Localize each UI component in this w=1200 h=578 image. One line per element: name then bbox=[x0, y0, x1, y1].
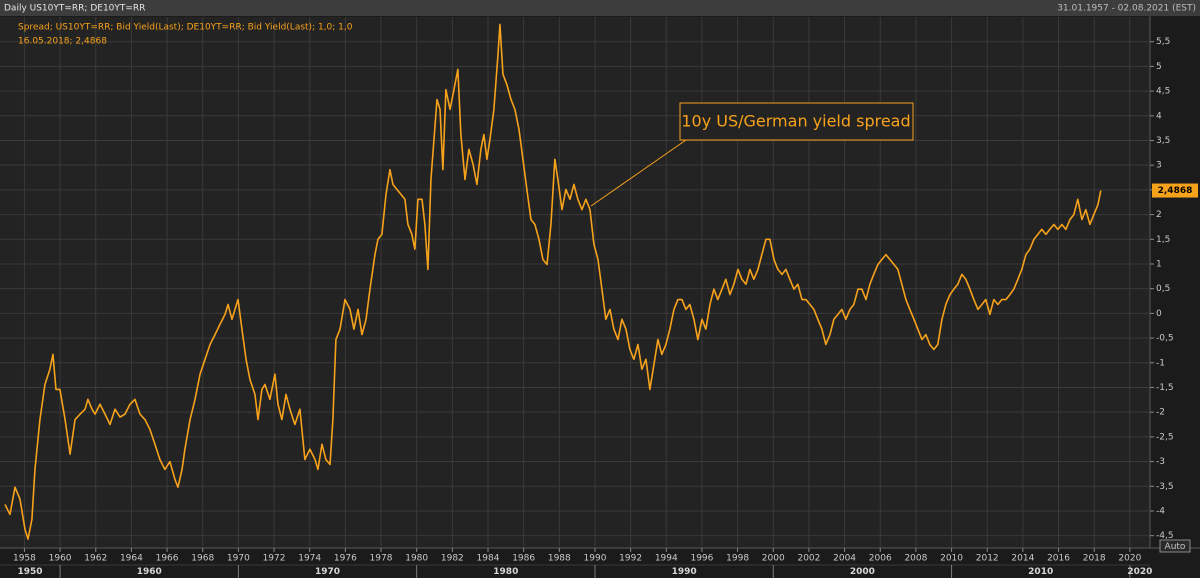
y-tick-label: -0,5 bbox=[1156, 334, 1174, 344]
y-tick-label: -4 bbox=[1156, 506, 1165, 516]
x-tick-label: 2010 bbox=[940, 554, 963, 564]
header-bar bbox=[0, 0, 1200, 16]
x-tick-label: 1998 bbox=[726, 554, 749, 564]
date-range: 31.01.1957 - 02.08.2021 (EST) bbox=[1057, 4, 1196, 14]
annotation-leader bbox=[590, 139, 687, 207]
x-tick-label: 1980 bbox=[405, 554, 428, 564]
decade-label: 2000 bbox=[850, 567, 875, 577]
x-tick-label: 1960 bbox=[49, 554, 72, 564]
series-layer bbox=[4, 23, 1102, 540]
y-tick-label: -4,5 bbox=[1156, 531, 1174, 541]
decade-label: 1970 bbox=[315, 567, 340, 577]
x-tick-label: 2000 bbox=[762, 554, 785, 564]
y-tick-label: 0,5 bbox=[1156, 284, 1170, 294]
x-tick-label: 1996 bbox=[690, 554, 713, 564]
y-tick-label: 0 bbox=[1156, 309, 1162, 319]
x-tick-label: 1988 bbox=[548, 554, 571, 564]
annotation: 10y US/German yield spread bbox=[681, 112, 910, 131]
y-tick-label: 1,5 bbox=[1156, 235, 1170, 245]
x-tick-label: 1986 bbox=[512, 554, 535, 564]
x-tick-label: 1966 bbox=[156, 554, 179, 564]
x-tick-label: 2002 bbox=[797, 554, 820, 564]
y-tick-label: 4,5 bbox=[1156, 87, 1170, 97]
y-tick-label: 5 bbox=[1156, 62, 1162, 72]
x-tick-label: 1984 bbox=[477, 554, 500, 564]
series-line bbox=[4, 23, 1102, 540]
y-tick-label: -2,5 bbox=[1156, 432, 1174, 442]
auto-button[interactable] bbox=[1159, 539, 1191, 553]
x-tick-label: 2016 bbox=[1047, 554, 1070, 564]
annotation-box bbox=[679, 102, 914, 141]
last-value-label: 2,4868 bbox=[1158, 186, 1193, 196]
decade-label: 1980 bbox=[493, 567, 518, 577]
decade-label: 1960 bbox=[137, 567, 162, 577]
x-tick-label: 1992 bbox=[619, 554, 642, 564]
decade-label: 1950 bbox=[18, 567, 43, 577]
decade-label: 2010 bbox=[1028, 567, 1053, 577]
y-tick-label: -3 bbox=[1156, 457, 1165, 467]
x-tick-label: 2012 bbox=[976, 554, 999, 564]
x-tick-label: 1962 bbox=[84, 554, 107, 564]
y-tick-label: 3,5 bbox=[1156, 136, 1170, 146]
y-tick-label: 5,5 bbox=[1156, 37, 1170, 47]
x-tick-label: 1990 bbox=[584, 554, 607, 564]
legend-series: Spread; US10YT=RR; Bid Yield(Last); DE10… bbox=[18, 23, 353, 33]
y-tick-label: -3,5 bbox=[1156, 482, 1174, 492]
x-tick-label: 2008 bbox=[904, 554, 927, 564]
x-tick-label: 1968 bbox=[191, 554, 214, 564]
x-tick-label: 1994 bbox=[655, 554, 678, 564]
x-tick-label: 2006 bbox=[869, 554, 892, 564]
x-tick-label: 2004 bbox=[833, 554, 856, 564]
y-tick-label: 3 bbox=[1156, 161, 1162, 171]
y-tick-label: -2 bbox=[1156, 408, 1165, 418]
x-tick-label: 2014 bbox=[1011, 554, 1034, 564]
x-tick-label: 2020 bbox=[1118, 554, 1141, 564]
x-tick-label: 1978 bbox=[370, 554, 393, 564]
y-tick-label: 1 bbox=[1156, 259, 1162, 269]
grid bbox=[0, 17, 1150, 548]
decade-label: 1990 bbox=[672, 567, 697, 577]
x-tick-label: 1982 bbox=[441, 554, 464, 564]
x-tick-label: 1972 bbox=[263, 554, 286, 564]
x-tick-label: 1976 bbox=[334, 554, 357, 564]
decade-label: 2020 bbox=[1127, 567, 1152, 577]
x-tick-label: 1958 bbox=[13, 554, 36, 564]
x-tick-label: 1970 bbox=[227, 554, 250, 564]
y-tick-label: 2 bbox=[1156, 210, 1162, 220]
x-tick-label: 1964 bbox=[120, 554, 143, 564]
last-value-box bbox=[1152, 183, 1198, 198]
y-tick-label: 4 bbox=[1156, 111, 1162, 121]
x-tick-label: 2018 bbox=[1083, 554, 1106, 564]
x-tick-label: 1974 bbox=[298, 554, 321, 564]
y-tick-label: -1 bbox=[1156, 358, 1165, 368]
y-tick-label: -1,5 bbox=[1156, 383, 1174, 393]
auto-label[interactable]: Auto bbox=[1165, 542, 1186, 552]
chart-title: Daily US10YT=RR; DE10YT=RR bbox=[4, 4, 145, 14]
cursor-label: 16.05.2018; 2,4868 bbox=[18, 37, 107, 47]
